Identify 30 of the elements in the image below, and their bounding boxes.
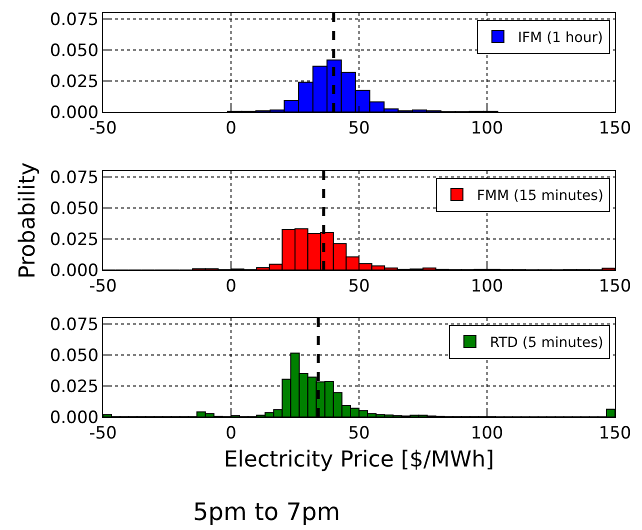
text: 5pm to 7pm xyxy=(193,498,340,526)
x-tick-label: 150 xyxy=(598,423,632,444)
x-tick-label: 100 xyxy=(470,118,504,138)
y-axis-title: Probability xyxy=(16,162,41,279)
y-tick-label: 0.050 xyxy=(50,199,99,220)
x-tick-label: 100 xyxy=(470,423,504,444)
legend-label: RTD (5 minutes) xyxy=(490,334,604,351)
x-tick-label: -50 xyxy=(89,276,117,296)
x-tick-label: 0 xyxy=(226,118,236,138)
y-tick-label: 0.025 xyxy=(50,230,99,250)
x-tick-label: 50 xyxy=(348,423,370,444)
legend-label: IFM (1 hour) xyxy=(518,30,603,46)
y-tick-label: 0.025 xyxy=(50,72,99,92)
x-tick-label: 0 xyxy=(226,423,236,444)
y-tick-label: 0.050 xyxy=(50,346,99,366)
y-tick-label: 0.075 xyxy=(50,10,99,30)
x-tick-label: 0 xyxy=(226,276,236,296)
y-tick-label: 0.050 xyxy=(50,41,99,62)
x-tick-label: 50 xyxy=(348,118,370,138)
legend-label: FMM (15 minutes) xyxy=(476,188,604,204)
x-tick-label: 100 xyxy=(470,276,504,296)
y-tick-label: 0.075 xyxy=(50,168,99,188)
x-tick-label: 150 xyxy=(598,118,632,138)
x-tick-label: -50 xyxy=(89,423,117,444)
y-tick-label: 0.075 xyxy=(50,315,99,336)
x-tick-label: -50 xyxy=(89,118,117,138)
x-tick-label: 50 xyxy=(348,276,370,296)
x-axis-title: Electricity Price [$/MWh] xyxy=(224,447,494,472)
y-tick-label: 0.025 xyxy=(50,377,99,398)
x-tick-label: 150 xyxy=(598,276,632,296)
